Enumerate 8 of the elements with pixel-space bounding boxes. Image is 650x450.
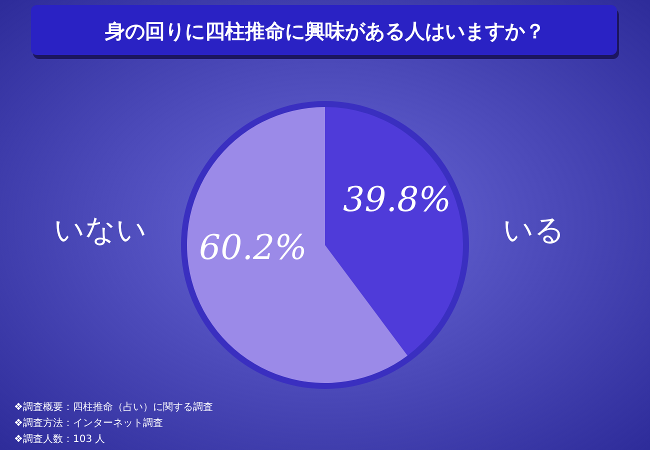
text: ❖調査概要：四柱推命（占い）に関する調査 <box>14 401 213 413</box>
data-label: 39.8% <box>343 180 452 220</box>
data-label: 60.2% <box>198 228 307 268</box>
text: ❖調査方法：インターネット調査 <box>14 417 163 429</box>
slice-label: いる <box>503 213 565 248</box>
chart-title: 身の回りに四柱推命に興味がある人はいますか？ <box>104 19 545 43</box>
slice-label: いない <box>54 213 147 248</box>
text: ❖調査人数：103 人 <box>14 433 106 445</box>
